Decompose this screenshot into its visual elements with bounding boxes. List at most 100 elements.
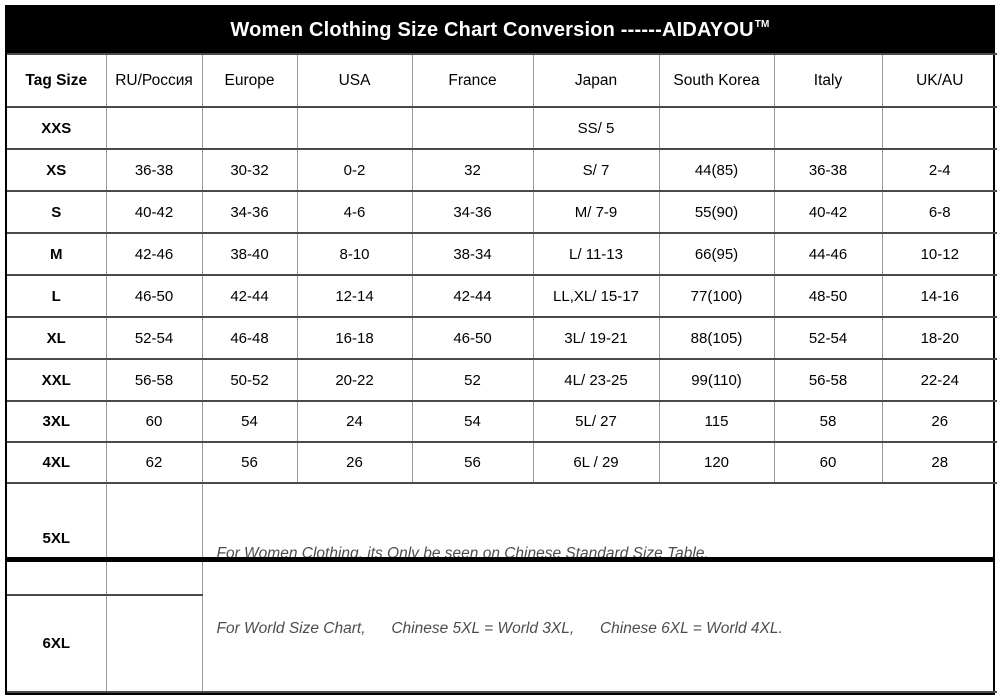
- row-tag-cell: XXS: [7, 106, 107, 150]
- size-cell: SS/ 5: [532, 106, 660, 150]
- size-cell: 56: [411, 441, 534, 484]
- size-cell: 44-46: [773, 232, 883, 276]
- column-header-france: France: [411, 53, 534, 108]
- size-cell: 52-54: [105, 316, 203, 360]
- size-cell: M/ 7-9: [532, 190, 660, 234]
- size-cell: 62: [105, 441, 203, 484]
- size-cell: 16-18: [296, 316, 413, 360]
- trademark-symbol: TM: [754, 19, 770, 30]
- table-row-5xl: 5XL For Women Clothing, its Only be seen…: [7, 482, 997, 693]
- row-tag-cell: 4XL: [7, 441, 107, 484]
- table-row-xl: XL 52-54 46-48 16-18 46-50 3L/ 19-21 88(…: [7, 316, 997, 360]
- size-cell: 56-58: [773, 358, 883, 402]
- table-row-xs: XS 36-38 30-32 0-2 32 S/ 7 44(85) 36-38 …: [7, 148, 997, 192]
- size-cell: 58: [773, 400, 883, 443]
- size-cell: 8-10: [296, 232, 413, 276]
- size-cell: 99(110): [658, 358, 775, 402]
- size-cell: 115: [658, 400, 775, 443]
- size-cell: 18-20: [881, 316, 997, 360]
- size-cell: 14-16: [881, 274, 997, 318]
- row-tag-cell: XXL: [7, 358, 107, 402]
- note-line-2: For World Size Chart, Chinese 5XL = Worl…: [216, 620, 783, 637]
- size-cell: 6-8: [881, 190, 997, 234]
- size-cell: 54: [201, 400, 298, 443]
- size-cell: 88(105): [658, 316, 775, 360]
- size-cell: 120: [658, 441, 775, 484]
- size-cell: 36-38: [773, 148, 883, 192]
- size-cell: 6L / 29: [532, 441, 660, 484]
- size-cell: 77(100): [658, 274, 775, 318]
- size-cell: 34-36: [201, 190, 298, 234]
- table-row-3xl: 3XL 60 54 24 54 5L/ 27 115 58 26: [7, 400, 997, 443]
- size-cell: 60: [105, 400, 203, 443]
- size-cell: 12-14: [296, 274, 413, 318]
- size-cell: 56-58: [105, 358, 203, 402]
- size-cell: 26: [881, 400, 997, 443]
- row-tag-cell: M: [7, 232, 107, 276]
- size-cell: 38-34: [411, 232, 534, 276]
- note-cell: For Women Clothing, its Only be seen on …: [201, 482, 997, 693]
- size-cell: 30-32: [201, 148, 298, 192]
- size-cell: 50-52: [201, 358, 298, 402]
- size-cell: 20-22: [296, 358, 413, 402]
- size-cell: 44(85): [658, 148, 775, 192]
- size-cell: 55(90): [658, 190, 775, 234]
- column-header-ru: RU/Россия: [105, 53, 203, 108]
- row-tag-cell: XS: [7, 148, 107, 192]
- size-cell: 32: [411, 148, 534, 192]
- size-cell: 4L/ 23-25: [532, 358, 660, 402]
- size-cell: 36-38: [105, 148, 203, 192]
- table-row-l: L 46-50 42-44 12-14 42-44 LL,XL/ 15-17 7…: [7, 274, 997, 318]
- size-cell: LL,XL/ 15-17: [532, 274, 660, 318]
- size-cell: [881, 106, 997, 150]
- page-title-text: Women Clothing Size Chart Conversion ---…: [230, 18, 754, 41]
- size-cell: 0-2: [296, 148, 413, 192]
- column-header-japan: Japan: [532, 53, 660, 108]
- size-cell: L/ 11-13: [532, 232, 660, 276]
- column-header-italy: Italy: [773, 53, 883, 108]
- size-cell: [773, 106, 883, 150]
- size-cell: 22-24: [881, 358, 997, 402]
- size-cell: [411, 106, 534, 150]
- column-header-europe: Europe: [201, 53, 298, 108]
- column-header-south-korea: South Korea: [658, 53, 775, 108]
- size-cell: [201, 106, 298, 150]
- size-cell: 5L/ 27: [532, 400, 660, 443]
- size-cell: 34-36: [411, 190, 534, 234]
- size-cell: 38-40: [201, 232, 298, 276]
- size-cell: 4-6: [296, 190, 413, 234]
- size-cell: [658, 106, 775, 150]
- size-cell: 46-50: [411, 316, 534, 360]
- size-conversion-table: Tag Size RU/Россия Europe USA France Jap…: [7, 53, 997, 694]
- row-tag-cell: 6XL: [7, 593, 107, 694]
- size-chart-sheet: Women Clothing Size Chart Conversion ---…: [5, 5, 997, 695]
- size-cell: 54: [411, 400, 534, 443]
- size-cell: [105, 106, 203, 150]
- size-cell: S/ 7: [532, 148, 660, 192]
- row-tag-cell: 5XL: [7, 482, 107, 596]
- row-tag-cell: 3XL: [7, 400, 107, 443]
- column-header-tag-size: Tag Size: [7, 53, 107, 108]
- note-line-1: For Women Clothing, its Only be seen on …: [216, 545, 709, 562]
- table-row-s: S 40-42 34-36 4-6 34-36 M/ 7-9 55(90) 40…: [7, 190, 997, 234]
- size-cell: 2-4: [881, 148, 997, 192]
- size-cell: 26: [296, 441, 413, 484]
- size-cell: 24: [296, 400, 413, 443]
- size-cell: 52: [411, 358, 534, 402]
- size-cell: 66(95): [658, 232, 775, 276]
- size-cell: 46-48: [201, 316, 298, 360]
- column-header-usa: USA: [296, 53, 413, 108]
- table-row-xxl: XXL 56-58 50-52 20-22 52 4L/ 23-25 99(11…: [7, 358, 997, 402]
- size-cell: 52-54: [773, 316, 883, 360]
- column-header-uk-au: UK/AU: [881, 53, 997, 108]
- header-row: Tag Size RU/Россия Europe USA France Jap…: [7, 53, 997, 108]
- row-tag-cell: L: [7, 274, 107, 318]
- table-row-4xl: 4XL 62 56 26 56 6L / 29 120 60 28: [7, 441, 997, 484]
- size-cell: 10-12: [881, 232, 997, 276]
- size-cell: 42-44: [411, 274, 534, 318]
- table-row-xxs: XXS SS/ 5: [7, 106, 997, 150]
- row-tag-cell: XL: [7, 316, 107, 360]
- size-cell: 60: [773, 441, 883, 484]
- size-cell: [105, 593, 202, 694]
- size-cell: 40-42: [773, 190, 883, 234]
